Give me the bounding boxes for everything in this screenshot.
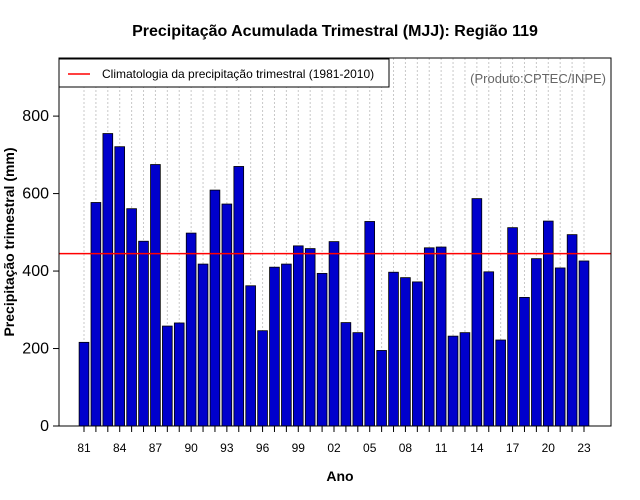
- x-tick-label-14: 14: [470, 441, 484, 455]
- credit-text: (Produto:CPTEC/INPE): [470, 71, 606, 86]
- bar-1987: [150, 164, 161, 427]
- x-tick-label-81: 81: [77, 441, 91, 455]
- bar-2001: [316, 272, 328, 427]
- x-tick-label-90: 90: [184, 441, 198, 455]
- x-tick-label-84: 84: [113, 441, 127, 455]
- x-tick-label-05: 05: [363, 441, 377, 455]
- y-tick-label-200: 200: [22, 341, 49, 358]
- bar-2020: [543, 220, 554, 427]
- x-tick-label-93: 93: [220, 441, 234, 455]
- bar-1985: [126, 208, 137, 427]
- x-tick-label-17: 17: [506, 441, 520, 455]
- bar-1990: [185, 232, 197, 427]
- bar-1999: [293, 245, 304, 427]
- bar-1982: [90, 202, 102, 427]
- y-axis: 0 200 400 600 800: [22, 108, 59, 435]
- bar-2008: [400, 277, 411, 427]
- x-axis: 81 84 87 90 93 96 99 02 05 08 11 14 17 20 23: [77, 426, 591, 455]
- legend-label: Climatologia da precipitação trimestral …: [102, 67, 374, 81]
- y-tick-label-400: 400: [22, 263, 49, 280]
- x-tick-label-99: 99: [292, 441, 306, 455]
- bar-1998: [281, 263, 292, 427]
- bar-2002: [328, 241, 340, 427]
- bar-2017: [507, 227, 518, 427]
- y-axis-label: Precipitação trimestral (mm): [1, 147, 17, 336]
- bar-2011: [435, 246, 447, 427]
- x-tick-label-02: 02: [327, 441, 341, 455]
- bar-2004: [352, 332, 364, 427]
- bar-2021: [554, 267, 566, 427]
- bar-2006: [376, 350, 387, 427]
- bar-2022: [566, 234, 578, 427]
- bar-1994: [233, 166, 245, 427]
- bar-2013: [459, 332, 471, 427]
- bar-1984: [114, 146, 125, 427]
- legend: Climatologia da precipitação trimestral …: [58, 58, 390, 88]
- x-tick-label-87: 87: [149, 441, 163, 455]
- y-tick-label-800: 800: [22, 108, 49, 125]
- chart-title: Precipitação Acumulada Trimestral (MJJ):…: [132, 23, 538, 40]
- x-tick-label-23: 23: [577, 441, 591, 455]
- x-tick-label-96: 96: [256, 441, 270, 455]
- y-tick-label-600: 600: [22, 186, 49, 203]
- plot-frame: [58, 57, 612, 427]
- bar-2019: [531, 258, 542, 427]
- x-tick-label-08: 08: [399, 441, 413, 455]
- bar-2016: [495, 339, 506, 427]
- bar-2003: [340, 322, 352, 427]
- bar-1986: [138, 240, 149, 427]
- bar-2009: [412, 281, 423, 427]
- bar-1997: [269, 266, 280, 427]
- bars: [78, 133, 590, 427]
- bar-2012: [447, 335, 459, 427]
- bar-1989: [173, 322, 185, 427]
- bar-1996: [257, 330, 268, 427]
- bar-2000: [304, 248, 316, 427]
- bar-2005: [364, 221, 375, 427]
- bar-1983: [102, 133, 114, 427]
- x-axis-label: Ano: [326, 468, 353, 484]
- bar-1992: [209, 189, 221, 427]
- bar-2018: [519, 296, 530, 427]
- bar-1991: [197, 263, 209, 427]
- bar-2023: [578, 260, 590, 427]
- x-tick-label-20: 20: [542, 441, 556, 455]
- legend-box: [58, 58, 390, 88]
- bar-2015: [483, 271, 495, 427]
- bar-2007: [388, 271, 399, 427]
- bar-2010: [423, 247, 435, 427]
- bar-2014: [471, 198, 483, 427]
- y-tick-label-0: 0: [40, 418, 49, 435]
- bar-1993: [221, 203, 233, 427]
- bar-1988: [162, 325, 173, 427]
- bar-1995: [245, 285, 256, 427]
- x-tick-label-11: 11: [435, 441, 448, 455]
- bar-1981: [78, 341, 90, 427]
